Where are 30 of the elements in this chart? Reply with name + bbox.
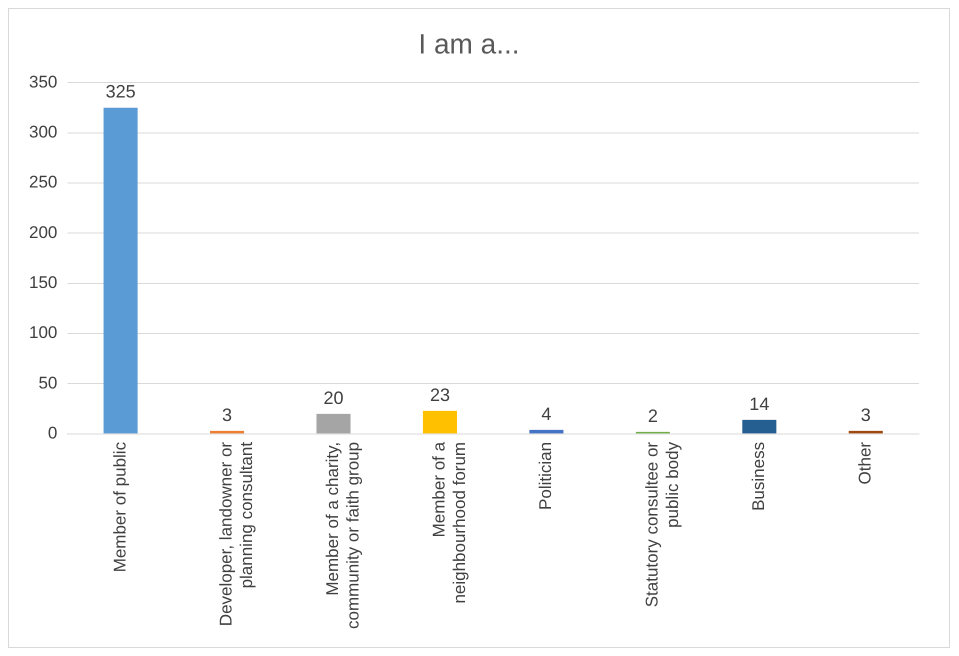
data-label: 4 bbox=[541, 404, 552, 424]
bar bbox=[210, 430, 244, 434]
data-label: 3 bbox=[860, 404, 871, 425]
bar bbox=[529, 430, 564, 434]
y-tick-label: 350 bbox=[28, 72, 58, 92]
chart-title: I am a... bbox=[418, 28, 520, 60]
data-label: 20 bbox=[323, 388, 344, 408]
y-tick-label: 300 bbox=[28, 122, 58, 142]
x-tick-label: Developer, landowner or planning consultant bbox=[216, 442, 256, 626]
bar bbox=[316, 414, 351, 434]
data-label: 14 bbox=[749, 394, 770, 414]
x-tick-label: Other bbox=[855, 442, 874, 484]
y-tick-label: 100 bbox=[28, 323, 58, 342]
bar bbox=[422, 410, 457, 434]
data-label: 325 bbox=[106, 82, 136, 102]
y-tick-label: 200 bbox=[28, 222, 58, 242]
y-tick-label: 150 bbox=[28, 273, 58, 292]
bar bbox=[848, 430, 883, 434]
data-label: 2 bbox=[648, 406, 658, 426]
data-label: 3 bbox=[222, 404, 232, 425]
x-tick-label: Politician bbox=[536, 442, 556, 510]
data-label: 23 bbox=[430, 384, 450, 405]
y-tick-label: 0 bbox=[48, 424, 58, 443]
bar bbox=[104, 108, 138, 434]
y-tick-label: 250 bbox=[28, 172, 58, 192]
x-tick-label: Statutory consultee or public body bbox=[642, 441, 682, 608]
bar bbox=[742, 420, 776, 434]
x-tick-label: Business bbox=[749, 442, 768, 511]
x-tick-label: Member of public bbox=[110, 441, 130, 572]
y-tick-label: 50 bbox=[38, 373, 58, 392]
